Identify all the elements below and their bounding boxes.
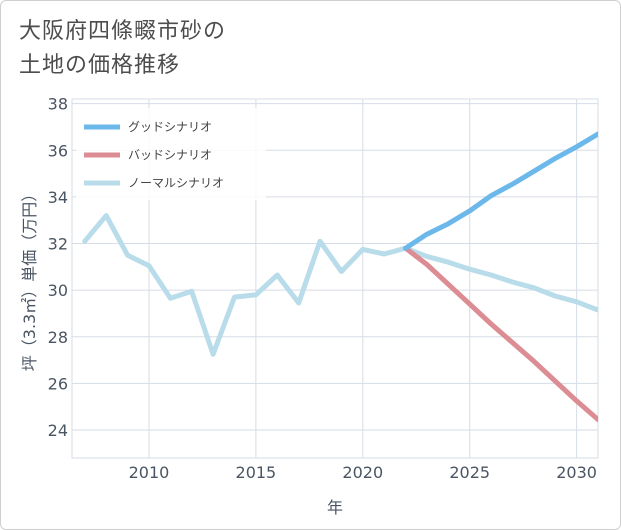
x-tick-label: 2015	[236, 463, 277, 482]
y-tick-label: 32	[48, 235, 68, 254]
legend-label: バッドシナリオ	[128, 148, 212, 162]
legend-label: ノーマルシナリオ	[128, 176, 224, 190]
legend-label: グッドシナリオ	[128, 120, 212, 134]
y-axis-label: 坪（3.3㎡）単価（万円）	[20, 186, 39, 371]
series-line-0	[403, 131, 598, 251]
chart-title: 大阪府四條畷市砂の 土地の価格推移	[19, 15, 539, 83]
series-line-1	[403, 245, 598, 422]
axes: 24 26 28 30 32 34 36 38 2010 2015 2020 2025 2030	[48, 95, 597, 482]
plot-area	[71, 98, 599, 459]
y-tick-label: 34	[48, 188, 68, 207]
y-tick-label: 30	[48, 281, 68, 300]
y-tick-label: 24	[48, 421, 68, 440]
series-line-2	[82, 213, 598, 357]
y-tick-label: 28	[48, 328, 68, 347]
x-tick-label: 2030	[556, 463, 597, 482]
y-tick-label: 26	[48, 374, 68, 393]
x-tick-label: 2010	[129, 463, 170, 482]
y-tick-label: 36	[48, 141, 68, 160]
x-tick-label: 2020	[342, 463, 383, 482]
chart-title-line-1: 大阪府四條畷市砂の	[19, 19, 227, 44]
x-tick-label: 2025	[449, 463, 490, 482]
y-tick-label: 38	[48, 95, 68, 114]
x-axis-label: 年	[327, 498, 343, 517]
chart-title-line-2: 土地の価格推移	[19, 53, 181, 78]
series-lines	[82, 131, 598, 422]
